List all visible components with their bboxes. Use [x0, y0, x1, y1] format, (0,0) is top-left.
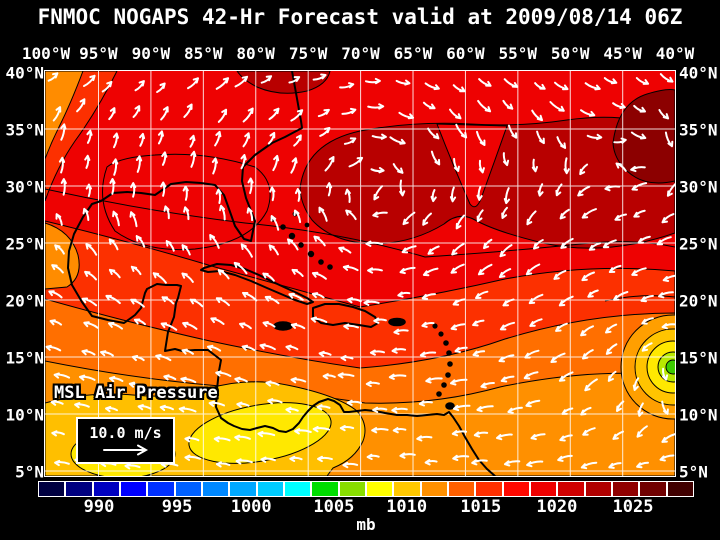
lat-label: 15°N [5, 348, 44, 368]
colorbar-cell [256, 481, 284, 497]
lon-label: 80°W [236, 44, 275, 63]
colorbar-cell [475, 481, 503, 497]
lon-label: 50°W [550, 44, 590, 63]
colorbar-cell [201, 481, 230, 497]
puerto-rico [388, 317, 406, 327]
colorbar-cell [666, 481, 694, 497]
colorbar-cell [365, 481, 394, 497]
lon-label: 40°W [655, 44, 695, 63]
colorbar-tick: 1000 [230, 497, 272, 517]
lesser-antilles [432, 323, 455, 410]
lat-label: 15°N [679, 348, 718, 368]
colorbar-cell [229, 481, 257, 497]
colorbar-tick: 1025 [612, 497, 654, 517]
lon-label: 95°W [79, 44, 118, 63]
colorbar-cell [92, 481, 120, 497]
colorbar-cell [174, 481, 202, 497]
lon-label: 55°W [498, 44, 538, 63]
page-title: FNMOC NOGAPS 42-Hr Forecast valid at 200… [37, 5, 683, 29]
map-canvas [45, 71, 675, 476]
lat-label: 30°N [5, 177, 44, 197]
colorbar-cell [147, 481, 175, 497]
lat-label: 25°N [5, 234, 44, 254]
colorbar-tick: 990 [83, 497, 115, 517]
colorbar-cell [65, 481, 93, 497]
bahamas [270, 211, 333, 270]
colorbar-tick: 1015 [460, 497, 502, 517]
lon-label: 85°W [183, 44, 223, 63]
lon-label: 45°W [603, 44, 642, 63]
lon-label: 75°W [288, 44, 328, 63]
wind-scale-legend: 10.0 m/s [76, 417, 175, 464]
isobar-contour [45, 188, 675, 258]
colorbar-unit: mb [356, 515, 376, 534]
lat-label: 30°N [679, 177, 718, 197]
colorbar-cell [283, 481, 312, 497]
pressure-map [44, 70, 676, 477]
colorbar-cell [502, 481, 530, 497]
wind-scale-label: 10.0 m/s [89, 424, 162, 442]
colorbar-tick: 1020 [536, 497, 578, 517]
lon-label: 70°W [341, 44, 380, 63]
colorbar-cell [639, 481, 667, 497]
wind-arrows [45, 72, 675, 470]
lon-label: 100°W [21, 44, 71, 63]
colorbar-cell [420, 481, 448, 497]
high-cell-notch [436, 123, 508, 208]
lat-label: 20°N [679, 291, 718, 311]
lon-label: 60°W [446, 44, 485, 63]
lat-label: 5°N [15, 462, 44, 482]
lon-label: 90°W [131, 44, 171, 63]
wind-arrow-icon [102, 444, 148, 456]
hispaniola-coast [312, 303, 379, 328]
colorbar-cell [38, 481, 66, 497]
lon-label: 65°W [393, 44, 433, 63]
field-label: MSL Air Pressure [54, 383, 218, 403]
colorbar-cell [611, 481, 640, 497]
colorbar-cell [393, 481, 421, 497]
lat-label: 10°N [679, 405, 718, 425]
lat-label: 10°N [5, 405, 44, 425]
lat-label: 5°N [679, 462, 708, 482]
high-cell-main [299, 116, 675, 249]
colorbar-cell [338, 481, 366, 497]
jamaica [273, 321, 293, 331]
colorbar-cell [529, 481, 558, 497]
lat-label: 40°N [679, 63, 718, 83]
colorbar-cell [447, 481, 476, 497]
pressure-colorbar [38, 481, 694, 497]
lat-label: 35°N [5, 120, 44, 140]
colorbar-cell [119, 481, 148, 497]
lat-label: 25°N [679, 234, 718, 254]
lat-label: 35°N [679, 120, 718, 140]
lat-label: 40°N [5, 63, 44, 83]
colorbar-cell [584, 481, 612, 497]
lat-label: 20°N [5, 291, 44, 311]
isobar-contour-gulf [102, 153, 271, 251]
colorbar-cell [557, 481, 585, 497]
colorbar-tick: 1010 [386, 497, 428, 517]
colorbar-cell [311, 481, 339, 497]
colorbar-tick: 995 [161, 497, 193, 517]
gulf-patch [45, 222, 80, 290]
corner-band-low [45, 71, 84, 160]
colorbar-tick: 1005 [313, 497, 355, 517]
